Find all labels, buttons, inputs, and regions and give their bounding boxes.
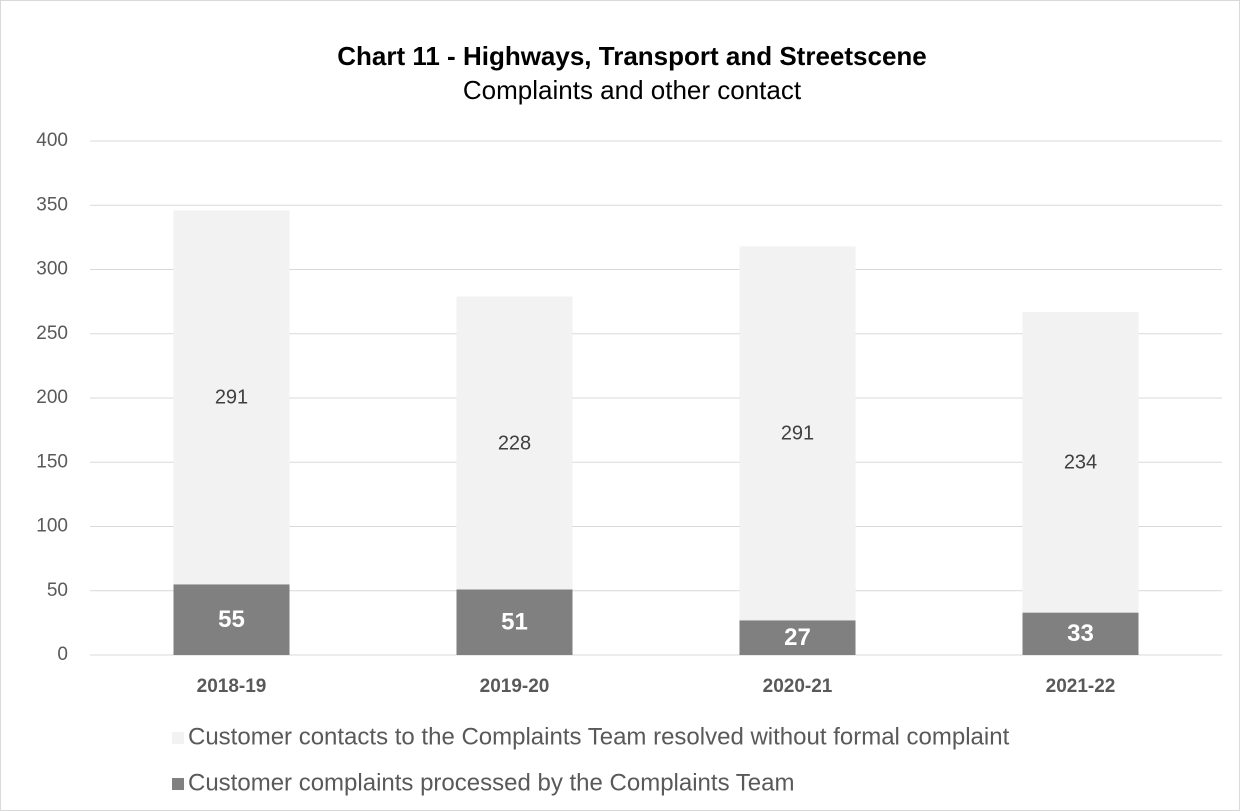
data-label: 291 [781, 423, 814, 445]
bar-segment [173, 210, 290, 585]
x-tick-label: 2018-19 [197, 676, 267, 697]
x-tick-label: 2021-22 [1046, 676, 1116, 697]
data-label: 291 [215, 387, 248, 409]
y-tick-label: 300 [36, 259, 68, 280]
data-label: 234 [1064, 452, 1097, 474]
data-label: 51 [501, 609, 528, 636]
y-tick-label: 100 [36, 516, 68, 537]
data-label: 55 [218, 606, 245, 633]
data-label: 228 [498, 432, 531, 454]
y-tick-label: 0 [57, 644, 68, 665]
x-tick-label: 2019-20 [480, 676, 550, 697]
legend-swatch [172, 732, 184, 744]
y-tick-label: 150 [36, 451, 68, 472]
y-tick-label: 400 [36, 130, 68, 151]
bar-segment [739, 620, 856, 655]
legend-label: Customer contacts to the Complaints Team… [188, 723, 1010, 750]
legend-swatch [172, 778, 184, 790]
bar-segment [739, 246, 856, 621]
bar-segment [173, 584, 290, 655]
bar-segment [456, 589, 573, 655]
y-tick-label: 200 [36, 387, 68, 408]
x-tick-label: 2020-21 [763, 676, 833, 697]
data-label: 33 [1067, 620, 1094, 647]
legend-label: Customer complaints processed by the Com… [188, 769, 795, 796]
chart-title: Chart 11 - Highways, Transport and Stree… [337, 41, 927, 71]
y-tick-label: 250 [36, 323, 68, 344]
bar-segment [1022, 311, 1139, 613]
bar-segment [456, 296, 573, 590]
y-tick-label: 50 [47, 580, 68, 601]
chart-subtitle: Complaints and other contact [463, 75, 802, 105]
bar-segment [1022, 612, 1139, 655]
data-label: 27 [784, 624, 811, 651]
y-tick-label: 350 [36, 194, 68, 215]
